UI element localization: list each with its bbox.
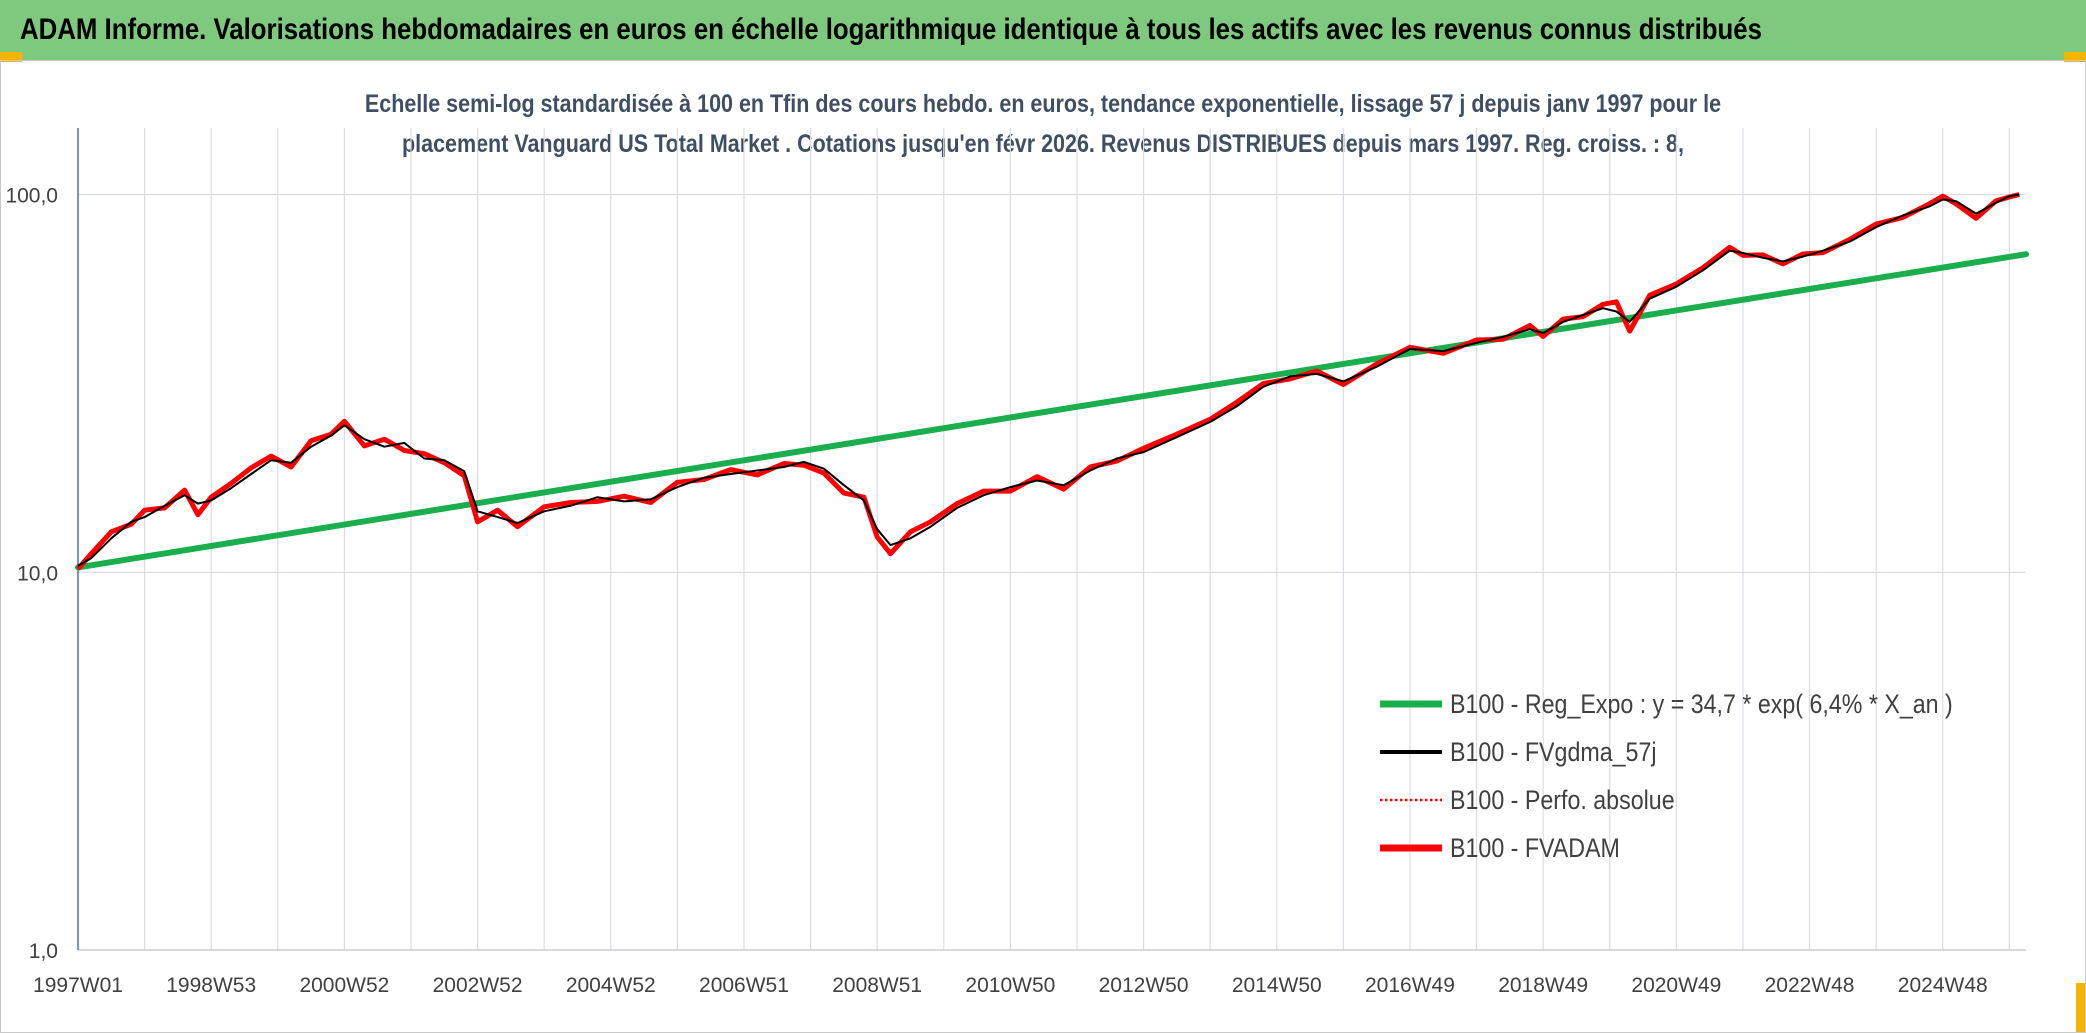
axis-layer bbox=[77, 128, 2026, 951]
x-tick-label: 1998W53 bbox=[166, 974, 256, 997]
report-banner: ADAM Informe. Valorisations hebdomadaire… bbox=[0, 0, 2086, 60]
x-tick-label: 2022W48 bbox=[1765, 974, 1855, 997]
label-layer: 1,0 10,0 100,0 1997W01 1998W53 2000W52 2002W52… bbox=[5, 185, 1987, 997]
x-tick-label: 2000W52 bbox=[299, 974, 389, 997]
legend-label-perfo: B100 - Perfo. absolue bbox=[1450, 784, 1675, 815]
series-layer bbox=[75, 192, 2029, 571]
series-line-perfo bbox=[77, 193, 2020, 570]
y-tick-label: 10,0 bbox=[17, 562, 58, 585]
chart-title-line-2: placement Vanguard US Total Market . Cot… bbox=[402, 130, 1684, 158]
x-tick-label: 2016W49 bbox=[1365, 974, 1455, 997]
x-tick-label: 2020W49 bbox=[1631, 974, 1721, 997]
legend-label-fvadam: B100 - FVADAM bbox=[1450, 832, 1620, 863]
legend-swatch-regression bbox=[1380, 700, 1442, 708]
legend-item-fvadam: B100 - FVADAM bbox=[1380, 824, 2020, 872]
y-tick-label: 1,0 bbox=[29, 940, 58, 963]
chart-title: Echelle semi-log standardisée à 100 en T… bbox=[0, 84, 2086, 164]
corner-accent-right bbox=[2064, 52, 2086, 62]
report-title: ADAM Informe. Valorisations hebdomadaire… bbox=[20, 13, 1762, 46]
legend-item-perfo: B100 - Perfo. absolue bbox=[1380, 776, 2020, 824]
x-tick-label: 2002W52 bbox=[433, 974, 523, 997]
corner-accent-bottom-right bbox=[2076, 983, 2086, 1033]
series-line-regression bbox=[75, 251, 2029, 571]
x-tick-label: 2018W49 bbox=[1498, 974, 1588, 997]
x-tick-label: 2012W50 bbox=[1099, 974, 1189, 997]
legend-item-regression: B100 - Reg_Expo : y = 34,7 * exp( 6,4% *… bbox=[1380, 680, 2020, 728]
x-tick-label: 2008W51 bbox=[832, 974, 922, 997]
x-tick-label: 1997W01 bbox=[33, 974, 123, 997]
x-tick-label: 2006W51 bbox=[699, 974, 789, 997]
x-tick-label: 2024W48 bbox=[1898, 974, 1988, 997]
x-tick-label: 2014W50 bbox=[1232, 974, 1322, 997]
x-tick-label: 2010W50 bbox=[965, 974, 1055, 997]
legend-label-regression: B100 - Reg_Expo : y = 34,7 * exp( 6,4% *… bbox=[1450, 688, 1953, 719]
legend-swatch-perfo bbox=[1380, 798, 1442, 802]
chart-title-line-1: Echelle semi-log standardisée à 100 en T… bbox=[364, 90, 1722, 118]
legend-item-fvgdma: B100 - FVgdma_57j bbox=[1380, 728, 2020, 776]
legend-label-fvgdma: B100 - FVgdma_57j bbox=[1450, 736, 1657, 767]
x-tick-label: 2004W52 bbox=[566, 974, 656, 997]
chart-legend: B100 - Reg_Expo : y = 34,7 * exp( 6,4% *… bbox=[1380, 680, 2020, 872]
series-line-fvgdma bbox=[77, 193, 2020, 567]
grid-layer bbox=[78, 128, 2026, 950]
legend-swatch-fvadam bbox=[1380, 844, 1442, 852]
legend-swatch-fvgdma bbox=[1380, 750, 1442, 754]
y-tick-label: 100,0 bbox=[5, 185, 58, 208]
corner-accent-left bbox=[0, 52, 22, 62]
